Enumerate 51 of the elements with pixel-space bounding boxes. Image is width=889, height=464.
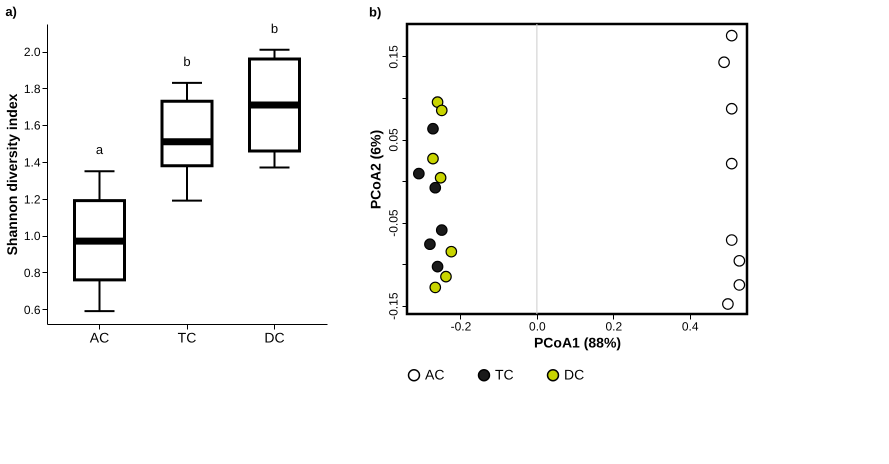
point xyxy=(734,254,746,267)
y-tick-label: 0.05 xyxy=(386,128,400,152)
x-tick-label: -0.2 xyxy=(450,320,472,334)
point xyxy=(722,298,734,310)
point xyxy=(427,122,439,135)
point xyxy=(413,168,425,180)
y-tick-label: 0.8 xyxy=(24,266,41,280)
x-tick-label: 0.2 xyxy=(605,320,622,334)
annotation: b xyxy=(270,20,278,36)
y-tick-label: -0.15 xyxy=(386,292,400,320)
point xyxy=(429,282,442,294)
y-tick-label: 0.6 xyxy=(24,302,41,317)
legend-label: TC xyxy=(495,366,514,382)
annotation: a xyxy=(96,142,104,158)
y-tick-label: 2.0 xyxy=(24,45,41,60)
point xyxy=(718,56,730,68)
y-axis-title: PCoA2 (6%) xyxy=(368,130,384,210)
point xyxy=(429,182,442,194)
x-tick-label: TC xyxy=(178,330,196,346)
legend-label: DC xyxy=(564,366,584,382)
y-tick-label: -0.05 xyxy=(386,209,400,237)
chart-title: b) xyxy=(369,4,382,20)
point xyxy=(726,234,738,246)
y-tick-label: 0.15 xyxy=(386,44,400,69)
point xyxy=(436,104,448,116)
y-axis-title: Shannon diversity index xyxy=(4,93,20,256)
legend-label: AC xyxy=(425,366,444,382)
point xyxy=(445,246,458,258)
point xyxy=(440,270,452,282)
y-tick-label: 1.6 xyxy=(24,118,41,133)
x-tick-label: AC xyxy=(90,330,110,346)
annotation: b xyxy=(183,54,191,69)
point xyxy=(434,172,446,184)
x-tick-label: 0.0 xyxy=(529,320,546,334)
point xyxy=(726,30,738,42)
x-tick-label: 0.4 xyxy=(682,320,699,334)
point xyxy=(436,224,448,236)
point xyxy=(424,238,436,250)
y-tick-label: 1.4 xyxy=(24,156,41,170)
x-axis-title: PCoA1 (88%) xyxy=(534,334,622,350)
point xyxy=(432,96,444,108)
point xyxy=(726,102,738,115)
point xyxy=(734,279,746,291)
x-tick-label: DC xyxy=(264,330,285,346)
point xyxy=(726,158,738,170)
y-tick-label: 1.8 xyxy=(24,82,41,96)
chart-title: a) xyxy=(5,4,17,19)
y-tick-label: 1.0 xyxy=(24,229,41,244)
y-tick-label: 1.2 xyxy=(24,192,41,206)
point xyxy=(432,260,444,272)
point xyxy=(427,152,439,164)
